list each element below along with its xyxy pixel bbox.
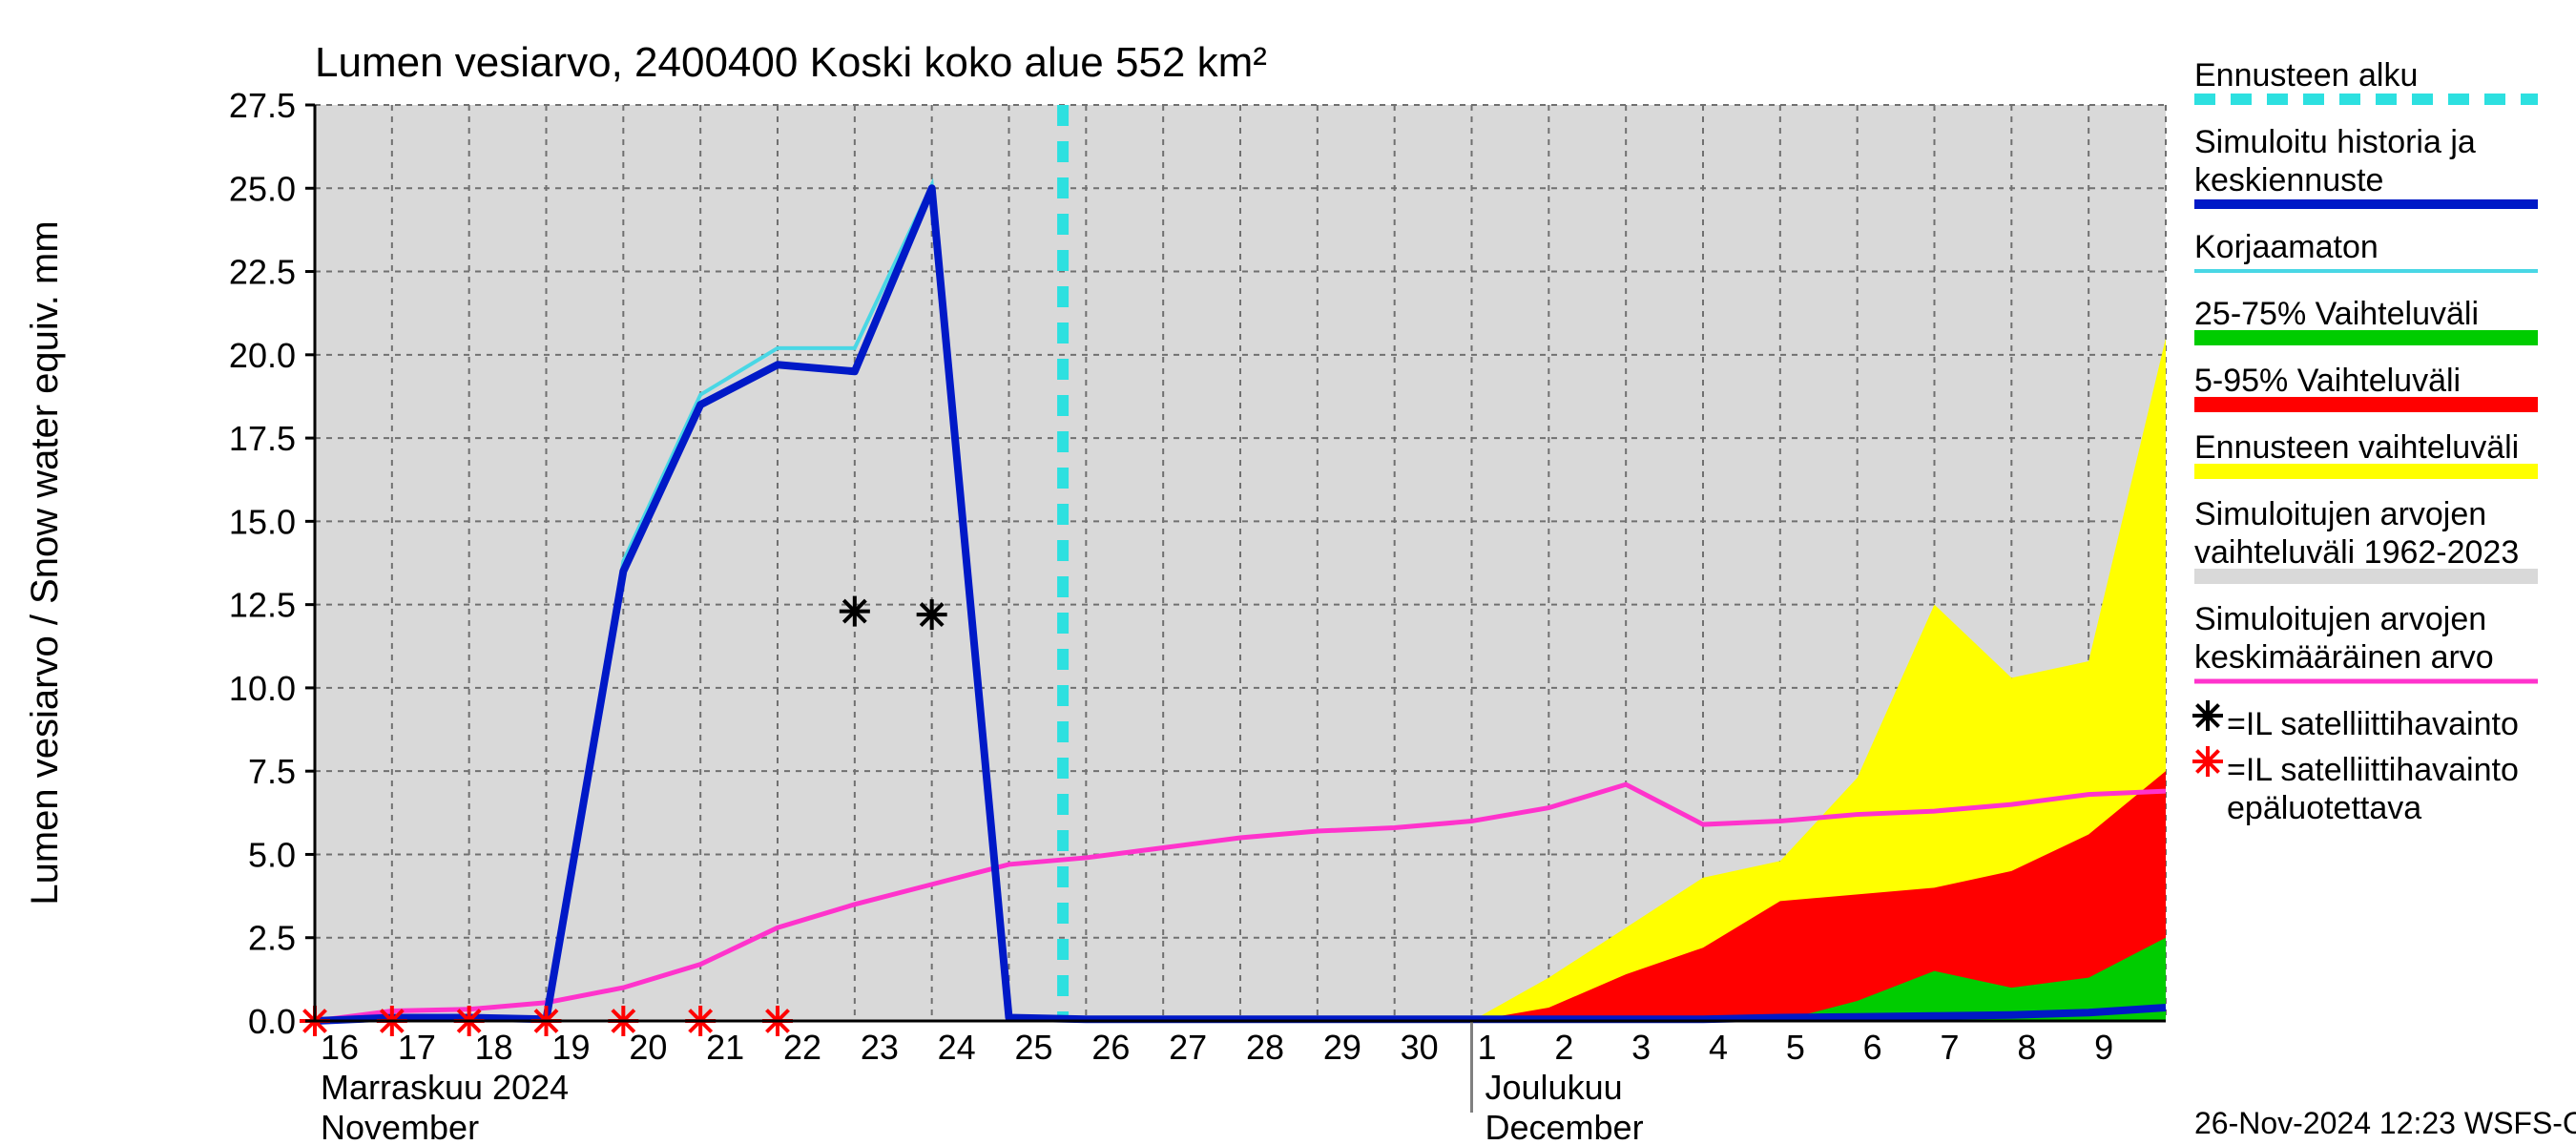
legend-label: =IL satelliittihavainto <box>2227 706 2519 742</box>
x-tick-label: 22 <box>783 1028 821 1067</box>
y-tick-label: 5.0 <box>248 835 296 874</box>
chart-container: { "title": "Lumen vesiarvo, 2400400 Kosk… <box>0 0 2576 1145</box>
y-tick-label: 17.5 <box>229 419 296 458</box>
y-tick-label: 10.0 <box>229 669 296 708</box>
x-tick-label: 16 <box>321 1028 359 1067</box>
x-tick-label: 1 <box>1478 1028 1497 1067</box>
x-tick-label: 17 <box>398 1028 436 1067</box>
month2-fi: Joulukuu <box>1485 1068 1623 1107</box>
x-tick-label: 5 <box>1786 1028 1805 1067</box>
x-tick-label: 25 <box>1015 1028 1053 1067</box>
x-tick-label: 20 <box>629 1028 667 1067</box>
y-tick-label: 25.0 <box>229 169 296 208</box>
legend-label: keskimääräinen arvo <box>2194 639 2494 676</box>
x-tick-label: 8 <box>2017 1028 2036 1067</box>
x-tick-label: 9 <box>2094 1028 2113 1067</box>
y-tick-label: 2.5 <box>248 919 296 958</box>
sat-ok-marker <box>840 596 870 627</box>
x-tick-label: 21 <box>706 1028 744 1067</box>
chart-svg: 0.0 2.5 5.0 7.5 10.0 12.5 15.0 17.5 20.0 22.5 25.0… <box>0 0 2576 1145</box>
y-tick-label: 12.5 <box>229 586 296 625</box>
legend-label: Simuloitujen arvojen <box>2194 496 2486 532</box>
x-tick-label: 6 <box>1863 1028 1882 1067</box>
legend-swatch <box>2194 330 2538 345</box>
y-tick-label: 22.5 <box>229 253 296 292</box>
legend-sat-bad-icon <box>2192 746 2223 777</box>
legend-swatch <box>2194 569 2538 584</box>
legend-label: epäluotettava <box>2227 790 2421 826</box>
legend-label: keskiennuste <box>2194 162 2383 198</box>
x-tick-label: 29 <box>1323 1028 1361 1067</box>
x-tick-label: 7 <box>1941 1028 1960 1067</box>
y-tick-label: 20.0 <box>229 336 296 375</box>
legend-label: Ennusteen vaihteluväli <box>2194 429 2519 466</box>
legend-label: Ennusteen alku <box>2194 57 2418 94</box>
chart-title: Lumen vesiarvo, 2400400 Koski koko alue … <box>315 39 1267 86</box>
legend-swatch <box>2194 397 2538 412</box>
legend-label: Simuloitujen arvojen <box>2194 601 2486 637</box>
y-tick-label: 7.5 <box>248 752 296 791</box>
x-tick-label: 27 <box>1169 1028 1207 1067</box>
sat-ok-marker <box>917 599 947 630</box>
legend-label: Korjaamaton <box>2194 229 2379 265</box>
month2-en: December <box>1485 1108 1644 1145</box>
y-axis-label: Lumen vesiarvo / Snow water equiv. mm <box>24 220 66 905</box>
legend-label: vaihteluväli 1962-2023 <box>2194 534 2519 571</box>
legend-label: Simuloitu historia ja <box>2194 124 2476 160</box>
x-tick-label: 3 <box>1631 1028 1651 1067</box>
x-tick-label: 4 <box>1709 1028 1728 1067</box>
x-tick-label: 19 <box>552 1028 591 1067</box>
y-tick-label: 27.5 <box>229 86 296 125</box>
month1-fi: Marraskuu 2024 <box>321 1068 569 1107</box>
x-tick-label: 23 <box>861 1028 899 1067</box>
y-tick-label: 0.0 <box>248 1002 296 1041</box>
x-tick-label: 28 <box>1246 1028 1284 1067</box>
legend-label: =IL satelliittihavainto <box>2227 752 2519 788</box>
x-tick-label: 24 <box>938 1028 976 1067</box>
legend-label: 5-95% Vaihteluväli <box>2194 363 2461 399</box>
legend-sat-ok-icon <box>2192 700 2223 731</box>
footer-timestamp: 26-Nov-2024 12:23 WSFS-O <box>2194 1106 2576 1140</box>
month1-en: November <box>321 1108 479 1145</box>
legend-label: 25-75% Vaihteluväli <box>2194 296 2479 332</box>
x-tick-label: 26 <box>1091 1028 1130 1067</box>
x-tick-label: 30 <box>1401 1028 1439 1067</box>
y-tick-label: 15.0 <box>229 502 296 541</box>
x-tick-label: 2 <box>1554 1028 1573 1067</box>
legend-swatch <box>2194 464 2538 479</box>
x-tick-label: 18 <box>475 1028 513 1067</box>
